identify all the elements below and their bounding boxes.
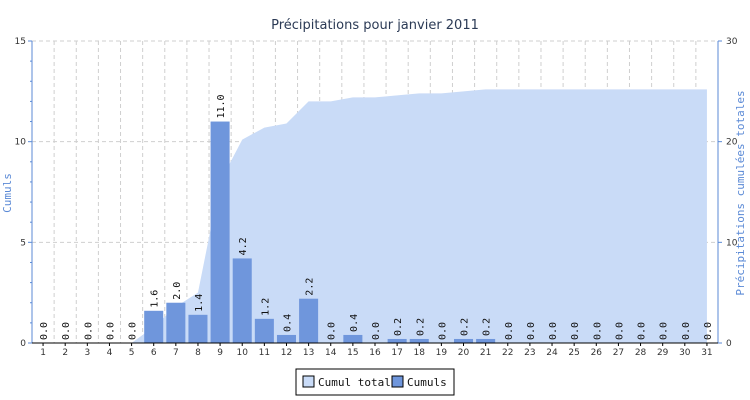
cumulative-total-area (43, 89, 707, 343)
bar-value-label: 0.0 (570, 322, 581, 340)
bar-value-label: 2.2 (305, 278, 316, 296)
x-tick-label: 13 (303, 348, 314, 358)
x-tick-label: 9 (217, 348, 223, 358)
y-tick-label: 5 (20, 238, 26, 248)
bar (232, 258, 252, 343)
bar-value-label: 0.0 (327, 322, 338, 340)
x-tick-label: 5 (129, 348, 135, 358)
x-tick-label: 4 (107, 348, 113, 358)
bar-value-label: 0.0 (637, 322, 648, 340)
bar-value-label: 0.0 (437, 322, 448, 340)
x-tick-label: 6 (151, 348, 157, 358)
legend-swatch-cumul-total (302, 375, 315, 388)
bar-value-label: 11.0 (216, 94, 227, 118)
bar-value-label: 1.6 (150, 290, 161, 308)
bar-value-label: 0.0 (548, 322, 559, 340)
x-tick-label: 3 (84, 348, 90, 358)
chart-legend: Cumul total Cumuls (295, 368, 455, 396)
bar-value-label: 0.0 (128, 322, 139, 340)
x-tick-label: 15 (347, 348, 358, 358)
x-tick-label: 20 (458, 348, 470, 358)
bar-value-label: 0.0 (504, 322, 515, 340)
chart-title: Précipitations pour janvier 2011 (271, 18, 479, 33)
bar (144, 310, 164, 343)
x-tick-label: 17 (391, 348, 402, 358)
y-tick-label: 15 (15, 37, 26, 47)
y2-axis-label: Précipitations cumulées totales (734, 90, 747, 295)
x-tick-label: 29 (657, 348, 669, 358)
x-tick-label: 11 (259, 348, 270, 358)
x-tick-label: 22 (502, 348, 513, 358)
x-tick-label: 21 (480, 348, 491, 358)
x-tick-label: 25 (568, 348, 579, 358)
x-tick-label: 18 (414, 348, 426, 358)
legend-swatch-cumuls (391, 375, 404, 388)
x-tick-label: 1 (40, 348, 46, 358)
bar (276, 334, 296, 343)
x-tick-label: 26 (591, 348, 603, 358)
bar-value-label: 0.2 (415, 318, 426, 336)
y2-tick-label: 10 (726, 238, 738, 248)
x-tick-label: 2 (62, 348, 68, 358)
x-tick-label: 23 (524, 348, 535, 358)
x-tick-label: 16 (369, 348, 381, 358)
bar-value-label: 1.4 (194, 294, 205, 312)
bar (387, 338, 407, 343)
bar-value-label: 0.0 (61, 322, 72, 340)
bar-value-label: 2.0 (172, 282, 183, 300)
bar-value-label: 0.0 (703, 322, 714, 340)
bars-layer (144, 121, 496, 344)
bar-value-label: 0.0 (105, 322, 116, 340)
cumulative-area-layer (43, 89, 707, 343)
bar (476, 338, 496, 343)
bar-value-label: 0.2 (482, 318, 493, 336)
x-tick-label: 27 (613, 348, 624, 358)
x-tick-label: 31 (701, 348, 712, 358)
legend-box (295, 368, 455, 396)
bar-value-label: 0.0 (592, 322, 603, 340)
y2-tick-label: 0 (726, 339, 732, 349)
y2-tick-label: 30 (726, 37, 738, 47)
bar (299, 298, 319, 343)
bar-value-label: 0.2 (460, 318, 471, 336)
bar-value-label: 0.0 (83, 322, 94, 340)
x-tick-label: 28 (635, 348, 647, 358)
bar-value-label: 0.4 (282, 314, 293, 332)
y-tick-label: 0 (20, 339, 26, 349)
bar-value-label: 0.0 (526, 322, 537, 340)
x-tick-label: 14 (325, 348, 337, 358)
bar-value-label: 0.2 (393, 318, 404, 336)
legend-label-cumul-total: Cumul total (318, 376, 391, 389)
x-tick-label: 30 (679, 348, 691, 358)
x-tick-label: 7 (173, 348, 179, 358)
bar-value-label: 4.2 (238, 237, 249, 255)
bar (343, 334, 363, 343)
y2-tick-label: 20 (726, 138, 738, 148)
y-axis-label: Cumuls (1, 173, 14, 213)
x-tick-label: 8 (195, 348, 201, 358)
bar (454, 338, 474, 343)
bar-value-label: 1.2 (260, 298, 271, 316)
x-tick-label: 12 (281, 348, 292, 358)
legend-label-cumuls: Cumuls (407, 376, 447, 389)
x-tick-label: 24 (546, 348, 558, 358)
bar-value-label: 0.0 (371, 322, 382, 340)
bar-value-label: 0.0 (614, 322, 625, 340)
bar (188, 314, 208, 343)
x-tick-label: 10 (236, 348, 248, 358)
bar-value-labels: 0.0 0.0 0.0 0.0 0.0 1.6 2.0 1.4 11.0 4.2 1.2 0.4 2.2… (39, 94, 714, 340)
bar (166, 302, 186, 343)
y-tick-label: 10 (15, 138, 27, 148)
bar-value-label: 0.4 (349, 314, 360, 332)
bar-value-label: 0.0 (659, 322, 670, 340)
bar (254, 318, 274, 343)
bar-value-label: 0.0 (681, 322, 692, 340)
x-tick-label: 19 (436, 348, 448, 358)
bar (210, 121, 230, 344)
bar-value-label: 0.0 (39, 322, 50, 340)
bar (409, 338, 429, 343)
